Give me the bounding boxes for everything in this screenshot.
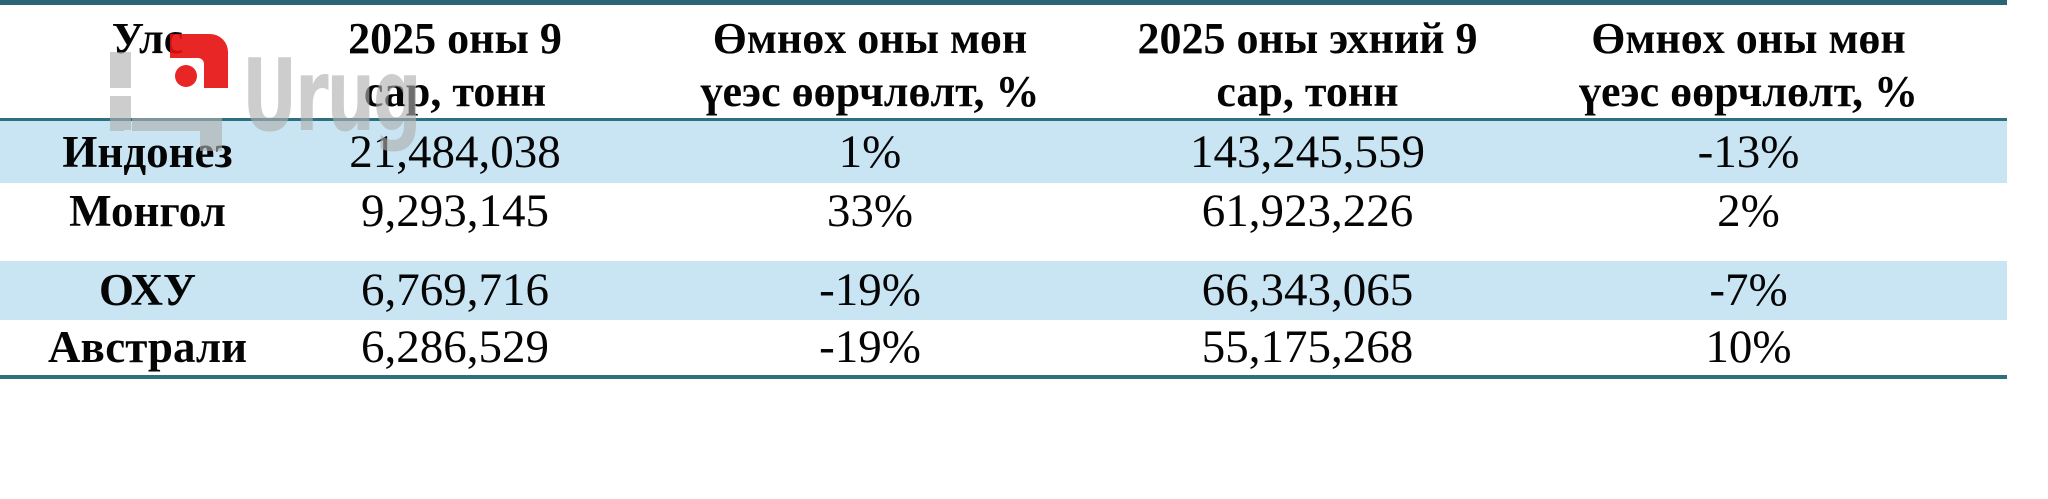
cell-month9: 21,484,038 <box>349 125 561 178</box>
cell-ytd9: 143,245,559 <box>1190 125 1425 178</box>
cell-country: ОХУ <box>98 265 196 315</box>
cell-month9: 9,293,145 <box>361 185 549 237</box>
cell-country: Монгол <box>69 186 226 236</box>
header-line: Өмнөх оны мөн <box>1591 14 1906 63</box>
cell-country: Австрали <box>47 322 248 372</box>
row-gap <box>0 240 2007 261</box>
header-line: 2025 оны 9 <box>348 14 562 63</box>
header-ytd9: 2025 оны эхний 9 сар, тонн <box>1125 5 1490 118</box>
table-row: Индонез 21,484,038 1% 143,245,559 -13% <box>0 121 2007 183</box>
cell-ytd9: 61,923,226 <box>1201 185 1414 237</box>
cell-change-month: 33% <box>826 185 914 237</box>
header-line: 2025 оны эхний 9 <box>1137 14 1478 63</box>
header-line: үеэс өөрчлөлт, % <box>1579 67 1918 116</box>
table-top-border <box>0 0 2007 5</box>
table-bottom-border <box>0 375 2007 379</box>
cell-change-ytd: 10% <box>1705 321 1792 373</box>
header-country: Улс <box>0 5 295 118</box>
header-line: сар, тонн <box>363 67 547 116</box>
header-month9: 2025 оны 9 сар, тонн <box>295 5 615 118</box>
table-row: ОХУ 6,769,716 -19% 66,343,065 -7% <box>0 261 2007 320</box>
table-row: Монгол 9,293,145 33% 61,923,226 2% <box>0 183 2007 240</box>
cell-ytd9: 55,175,268 <box>1201 321 1414 373</box>
table-header-row: Улс 2025 оны 9 сар, тонн Өмнөх оны мөн ү… <box>0 5 2007 121</box>
cell-change-ytd: -13% <box>1697 125 1800 178</box>
header-line: Улс <box>111 14 184 63</box>
header-change-month: Өмнөх оны мөн үеэс өөрчлөлт, % <box>615 5 1125 118</box>
header-line: Өмнөх оны мөн <box>712 14 1028 63</box>
cell-ytd9: 66,343,065 <box>1201 264 1414 316</box>
cell-change-ytd: -7% <box>1709 264 1788 316</box>
cell-month9: 6,769,716 <box>361 264 549 316</box>
header-line: сар, тонн <box>1216 67 1399 116</box>
cell-change-month: -19% <box>819 264 921 316</box>
cell-change-month: -19% <box>819 321 921 373</box>
table-row: Австрали 6,286,529 -19% 55,175,268 10% <box>0 320 2007 375</box>
cell-month9: 6,286,529 <box>361 321 549 373</box>
cell-country: Индонез <box>62 126 233 177</box>
cell-change-ytd: 2% <box>1717 185 1780 237</box>
header-line: үеэс өөрчлөлт, % <box>700 67 1040 116</box>
header-change-ytd: Өмнөх оны мөн үеэс өөрчлөлт, % <box>1490 5 2007 118</box>
cell-change-month: 1% <box>838 125 902 178</box>
data-table: Улс 2025 оны 9 сар, тонн Өмнөх оны мөн ү… <box>0 0 2007 379</box>
